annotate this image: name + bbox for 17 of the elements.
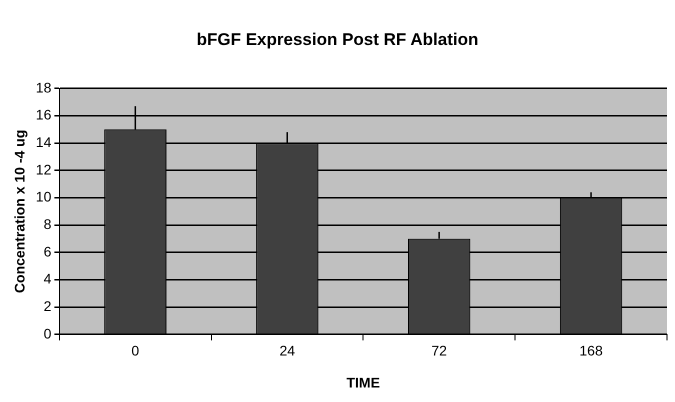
x-tick-label: 168 xyxy=(579,342,603,359)
x-tick-label: 72 xyxy=(431,342,448,359)
chart-title: bFGF Expression Post RF Ablation xyxy=(196,30,478,49)
y-tick-label: 18 xyxy=(36,79,52,96)
x-tick-label: 24 xyxy=(279,342,296,359)
y-tick-label: 2 xyxy=(44,298,52,314)
y-tick-label: 0 xyxy=(44,325,52,342)
x-tick-label: 0 xyxy=(131,342,140,359)
y-tick-label: 4 xyxy=(44,270,52,287)
x-axis-title: TIME xyxy=(346,374,380,390)
y-tick-label: 16 xyxy=(36,106,52,123)
y-tick-label: 12 xyxy=(36,161,52,178)
y-tick-label: 14 xyxy=(36,134,52,150)
y-tick-label: 10 xyxy=(36,188,52,205)
y-tick-label: 6 xyxy=(44,243,52,260)
y-axis-title: Concentration x 10 -4 ug xyxy=(11,130,28,294)
y-tick-label: 8 xyxy=(44,216,52,232)
